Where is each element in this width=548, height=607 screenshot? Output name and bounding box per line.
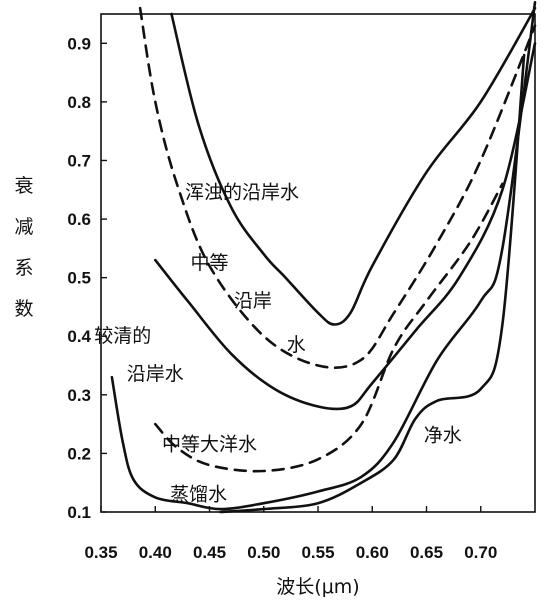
curve-label: 中等	[190, 252, 228, 274]
x-axis-title: 波长(μm)	[276, 576, 359, 598]
y-tick-label: 0.2	[67, 444, 91, 463]
y-axis-title-char: 衰	[14, 175, 33, 197]
x-tick-label: 0.60	[356, 543, 389, 562]
x-tick-label: 0.65	[410, 543, 443, 562]
series-line-3	[154, 182, 504, 473]
y-tick-label: 0.7	[67, 151, 91, 170]
y-tick-label: 0.4	[67, 327, 91, 346]
series-line-0	[170, 6, 537, 326]
y-tick-label: 0.5	[67, 269, 91, 288]
x-tick-label: 0.55	[301, 543, 334, 562]
curve-label: 蒸馏水	[170, 483, 227, 505]
series-line-4	[110, 0, 537, 511]
y-axis-title-char: 系	[14, 257, 33, 279]
y-tick-label: 0.9	[67, 34, 91, 53]
series-line-5	[219, 53, 526, 514]
y-tick-labels: 0.1 0.2 0.3 0.4 0.5 0.6 0.7 0.8 0.9	[67, 34, 107, 522]
curve-label: 中等大洋水	[162, 433, 257, 455]
x-tick-label: 0.35	[84, 543, 117, 562]
series-line-2	[154, 42, 537, 411]
curve-label: 浑浊的沿岸水	[185, 182, 299, 204]
y-tick-label: 0.8	[67, 93, 91, 112]
x-tick-label: 0.70	[464, 543, 497, 562]
x-tick-label: 0.50	[247, 543, 280, 562]
curve-label: 沿岸	[234, 290, 272, 312]
curve-label: 沿岸水	[127, 363, 184, 385]
curve-label: 较清的	[94, 325, 151, 347]
x-tick-label: 0.45	[193, 543, 226, 562]
series-line-1	[138, 6, 537, 369]
y-axis-title-char: 减	[14, 216, 33, 238]
y-tick-label: 0.3	[67, 386, 91, 405]
curves-layer	[110, 0, 537, 514]
curve-label: 水	[287, 334, 306, 356]
y-axis-title-char: 数	[14, 298, 33, 320]
y-tick-label: 0.6	[67, 210, 91, 229]
y-tick-label: 0.1	[67, 503, 91, 522]
x-tick-label: 0.40	[139, 543, 172, 562]
x-tick-labels: 0.35 0.40 0.45 0.50 0.55 0.60 0.65 0.70	[84, 506, 497, 562]
curve-label: 净水	[424, 425, 462, 447]
